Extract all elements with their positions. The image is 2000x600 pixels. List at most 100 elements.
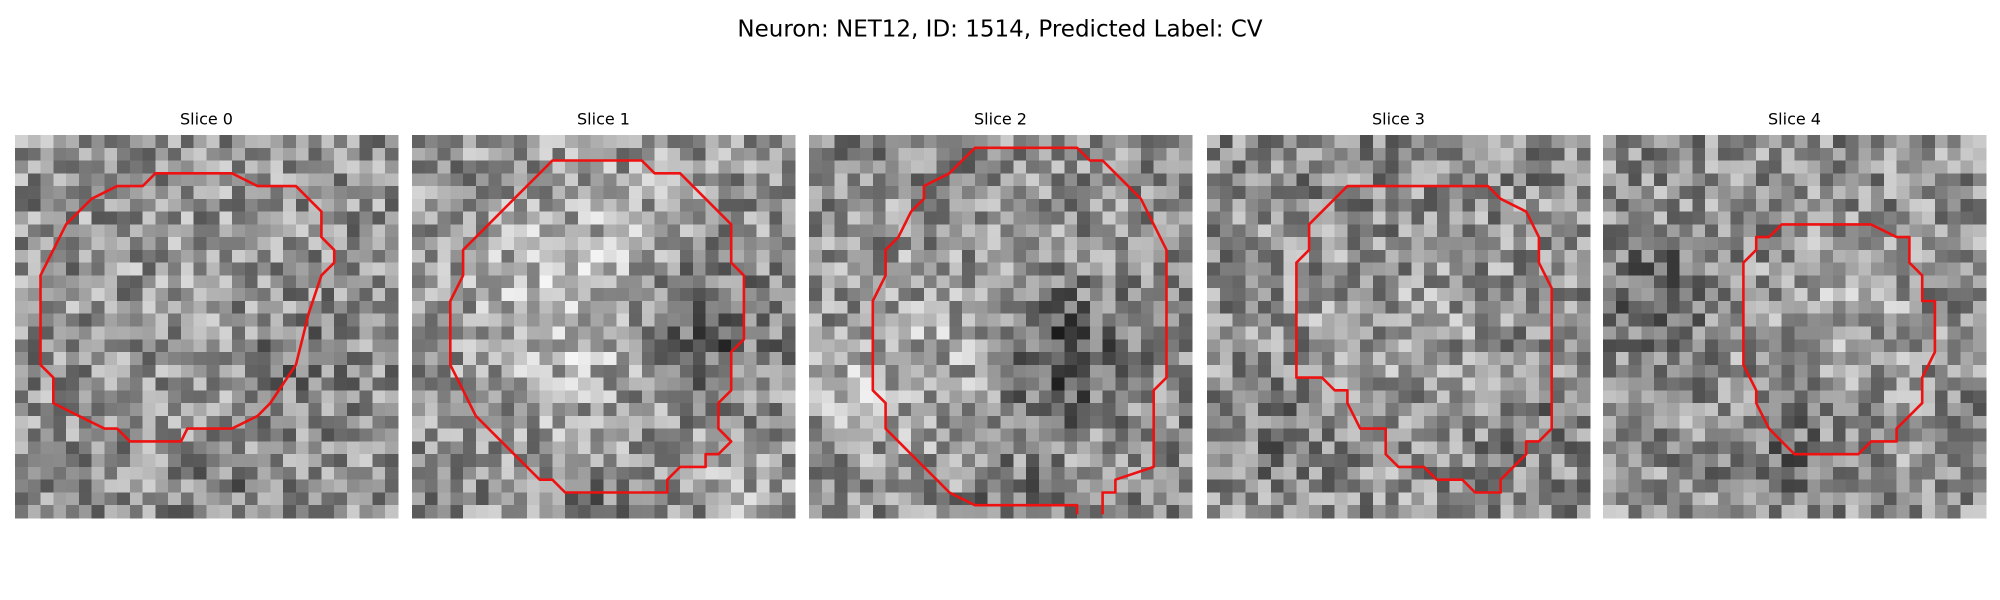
pixel xyxy=(539,390,553,404)
pixel xyxy=(1845,135,1859,149)
pixel xyxy=(168,249,182,264)
pixel xyxy=(1321,249,1336,264)
pixel xyxy=(847,300,861,315)
pixel xyxy=(911,249,925,264)
pixel xyxy=(1258,275,1272,289)
pixel xyxy=(809,466,823,481)
pixel xyxy=(898,352,912,366)
pixel xyxy=(372,415,386,430)
pixel xyxy=(78,492,92,506)
pixel xyxy=(962,224,976,238)
pixel xyxy=(91,198,105,212)
pixel xyxy=(1411,313,1425,327)
pixel xyxy=(1730,262,1744,276)
pixel xyxy=(949,173,963,187)
pixel xyxy=(565,479,579,493)
pixel xyxy=(1973,454,1987,468)
pixel xyxy=(463,390,477,404)
pixel xyxy=(1832,454,1846,468)
pixel xyxy=(1051,249,1065,264)
pixel xyxy=(1128,237,1142,251)
pixel xyxy=(1500,198,1514,212)
pixel xyxy=(898,505,912,519)
pixel xyxy=(872,186,886,200)
pixel xyxy=(463,262,477,276)
pixel xyxy=(1398,237,1412,251)
pixel xyxy=(962,428,976,442)
pixel xyxy=(1896,198,1910,212)
pixel xyxy=(40,339,54,353)
pixel xyxy=(1794,186,1808,200)
pixel xyxy=(1781,249,1795,264)
pixel xyxy=(1615,147,1629,161)
pixel xyxy=(359,262,373,276)
pixel xyxy=(1564,428,1578,442)
pixel xyxy=(834,326,848,340)
pixel xyxy=(1013,390,1027,404)
pixel xyxy=(756,352,770,366)
pixel xyxy=(168,186,182,200)
pixel xyxy=(1666,479,1680,493)
pixel xyxy=(641,147,655,161)
pixel xyxy=(1115,147,1129,161)
pixel xyxy=(129,313,144,327)
pixel xyxy=(565,135,579,149)
pixel xyxy=(1960,326,1974,340)
pixel xyxy=(1166,160,1180,174)
pixel xyxy=(27,364,41,378)
pixel xyxy=(1896,390,1910,404)
pixel xyxy=(987,441,1001,455)
pixel xyxy=(1128,403,1142,417)
pixel xyxy=(769,160,783,174)
pixel xyxy=(15,466,29,481)
pixel xyxy=(1258,211,1272,225)
pixel xyxy=(1922,288,1936,302)
pixel xyxy=(1179,339,1193,353)
pixel xyxy=(1500,275,1514,289)
pixel xyxy=(1026,377,1040,391)
pixel xyxy=(193,147,207,161)
pixel xyxy=(590,186,604,200)
pixel xyxy=(1270,466,1284,481)
pixel xyxy=(1309,237,1323,251)
pixel xyxy=(66,198,80,212)
pixel xyxy=(180,147,195,161)
pixel xyxy=(1411,211,1425,225)
pixel xyxy=(1153,339,1167,353)
pixel xyxy=(1258,326,1272,340)
pixel xyxy=(1564,352,1578,366)
pixel xyxy=(1641,147,1655,161)
pixel xyxy=(1781,415,1795,430)
pixel xyxy=(769,211,783,225)
pixel xyxy=(1398,249,1412,264)
pixel xyxy=(552,313,566,327)
pixel xyxy=(270,186,284,200)
pixel xyxy=(936,211,950,225)
pixel xyxy=(91,224,105,238)
pixel xyxy=(654,249,668,264)
pixel xyxy=(232,377,246,391)
pixel xyxy=(1360,454,1374,468)
pixel xyxy=(1526,441,1540,455)
pixel xyxy=(155,466,169,481)
pixel xyxy=(539,377,553,391)
pixel xyxy=(1115,300,1129,315)
pixel xyxy=(193,300,207,315)
pixel xyxy=(1309,198,1323,212)
pixel xyxy=(911,403,925,417)
pixel xyxy=(718,147,732,161)
pixel xyxy=(1475,339,1489,353)
pixel xyxy=(193,262,207,276)
pixel xyxy=(809,198,823,212)
pixel xyxy=(782,211,796,225)
pixel xyxy=(1128,492,1142,506)
pixel xyxy=(1102,275,1116,289)
pixel xyxy=(359,249,373,264)
pixel xyxy=(1475,300,1489,315)
pixel xyxy=(1283,403,1297,417)
pixel xyxy=(565,415,579,430)
pixel xyxy=(1115,454,1129,468)
pixel xyxy=(1398,352,1412,366)
pixel xyxy=(1577,454,1591,468)
pixel xyxy=(424,211,438,225)
